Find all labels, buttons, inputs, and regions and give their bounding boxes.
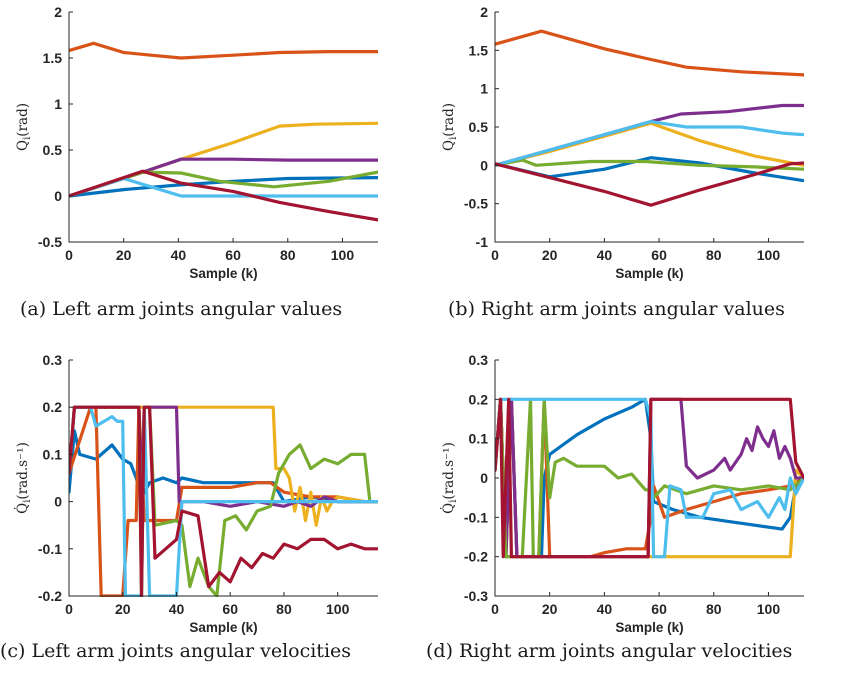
chart-panel-b: 0 20 40 60 80 100 -1 -0.5 0 0.5 1 1.5 2 Sample (k) Qi(… bbox=[424, 0, 847, 341]
caption-b: (b) Right arm joints angular values bbox=[448, 298, 785, 320]
chart-c: 0 20 40 60 80 100 -0.2 -0.1 0 0.1 0.2 0.3 Sample (k)… bbox=[15, 352, 378, 635]
x-tick-label: 60 bbox=[651, 247, 667, 263]
y-tick-label: 0.5 bbox=[43, 142, 63, 158]
x-tick-label: 20 bbox=[115, 601, 131, 617]
y-axis-label: Q̇i(rad.s⁻¹) bbox=[441, 442, 459, 514]
series-line-2 bbox=[495, 29, 804, 77]
x-tick-label: 60 bbox=[225, 247, 241, 263]
y-tick-label: 0 bbox=[54, 494, 62, 510]
series-line-2 bbox=[69, 41, 378, 60]
x-tick-label: 100 bbox=[326, 601, 350, 617]
x-axis-label: Sample (k) bbox=[615, 266, 683, 281]
y-tick-label: -0.1 bbox=[38, 541, 62, 557]
y-tick-label: -0.5 bbox=[38, 234, 62, 250]
x-tick-label: 20 bbox=[542, 247, 558, 263]
x-tick-label: 0 bbox=[65, 247, 73, 263]
series-line-4 bbox=[69, 405, 378, 508]
chart-b: 0 20 40 60 80 100 -1 -0.5 0 0.5 1 1.5 2 Sample (k) Qi(… bbox=[441, 4, 804, 281]
x-tick-label: 60 bbox=[222, 601, 238, 617]
x-tick-label: 0 bbox=[491, 247, 499, 263]
x-tick-label: 80 bbox=[280, 247, 296, 263]
series-line-6 bbox=[69, 405, 378, 597]
y-tick-label: 0.3 bbox=[469, 352, 489, 368]
x-tick-label: 100 bbox=[757, 601, 781, 617]
y-tick-label: -1 bbox=[476, 234, 489, 250]
y-tick-label: 0.2 bbox=[43, 399, 63, 415]
series-line-7 bbox=[69, 405, 378, 597]
y-tick-label: 0.1 bbox=[469, 431, 489, 447]
y-tick-label: 0.2 bbox=[469, 391, 489, 407]
series-group bbox=[69, 41, 378, 222]
y-tick-label: -0.2 bbox=[464, 549, 488, 565]
x-tick-label: 20 bbox=[542, 601, 558, 617]
y-axis-label: Q̇i(rad.s⁻¹) bbox=[15, 442, 33, 514]
x-tick-label: 100 bbox=[331, 247, 355, 263]
y-tick-label: -0.5 bbox=[464, 196, 488, 212]
caption-c: (c) Left arm joints angular velocities bbox=[0, 640, 352, 662]
x-tick-label: 40 bbox=[597, 247, 613, 263]
y-tick-label: 0 bbox=[480, 470, 488, 486]
x-tick-label: 80 bbox=[706, 247, 722, 263]
series-line-6 bbox=[495, 120, 804, 167]
y-tick-label: 1 bbox=[54, 96, 62, 112]
y-axis-label: Qi(rad) bbox=[441, 103, 459, 151]
x-axis-label: Sample (k) bbox=[615, 620, 683, 635]
y-tick-label: 1.5 bbox=[43, 50, 63, 66]
x-tick-label: 40 bbox=[171, 247, 187, 263]
y-tick-label: 2 bbox=[54, 4, 62, 20]
series-line-1 bbox=[69, 176, 378, 198]
chart-d: 0 20 40 60 80 100 -0.3 -0.2 -0.1 0 0.1 0.2 0.3 Sample… bbox=[441, 352, 804, 635]
y-tick-label: 2 bbox=[480, 4, 488, 20]
x-tick-label: 20 bbox=[116, 247, 132, 263]
y-tick-label: 1.5 bbox=[469, 42, 489, 58]
chart-panel-a: 0 20 40 60 80 100 -0.5 0 0.5 1 1.5 2 Sample (k) Qi(ra… bbox=[0, 0, 423, 341]
x-tick-label: 0 bbox=[65, 601, 73, 617]
y-tick-label: -0.1 bbox=[464, 509, 488, 525]
x-tick-label: 0 bbox=[491, 601, 499, 617]
axes-frame bbox=[68, 12, 378, 243]
series-line-6 bbox=[495, 397, 804, 559]
caption-a: (a) Left arm joints angular values bbox=[20, 298, 343, 320]
series-group bbox=[495, 29, 804, 207]
x-axis-label: Sample (k) bbox=[189, 620, 257, 635]
y-tick-label: 0.5 bbox=[469, 119, 489, 135]
x-tick-label: 100 bbox=[757, 247, 781, 263]
series-line-5 bbox=[495, 158, 804, 171]
chart-panel-d: 0 20 40 60 80 100 -0.3 -0.2 -0.1 0 0.1 0.2 0.3 Sample… bbox=[424, 342, 847, 683]
series-line-3 bbox=[69, 405, 378, 527]
y-axis-label: Qi(rad) bbox=[15, 103, 33, 151]
axes-frame bbox=[494, 12, 804, 243]
axes-frame bbox=[68, 360, 378, 597]
x-tick-label: 60 bbox=[651, 601, 667, 617]
x-tick-label: 80 bbox=[706, 601, 722, 617]
y-tick-label: 0 bbox=[480, 157, 488, 173]
y-tick-label: 0.1 bbox=[43, 446, 63, 462]
series-group bbox=[69, 405, 378, 597]
y-tick-label: 0 bbox=[54, 188, 62, 204]
chart-panel-c: 0 20 40 60 80 100 -0.2 -0.1 0 0.1 0.2 0.3 Sample (k)… bbox=[0, 342, 423, 683]
x-tick-label: 80 bbox=[276, 601, 292, 617]
y-tick-label: 0.3 bbox=[43, 352, 63, 368]
x-tick-label: 40 bbox=[169, 601, 185, 617]
x-axis-label: Sample (k) bbox=[189, 266, 257, 281]
y-tick-label: -0.3 bbox=[464, 588, 488, 604]
series-group bbox=[495, 397, 804, 559]
series-line-5 bbox=[69, 170, 378, 198]
y-tick-label: -0.2 bbox=[38, 588, 62, 604]
series-line-7 bbox=[69, 169, 378, 222]
y-tick-label: 1 bbox=[480, 81, 488, 97]
x-tick-label: 40 bbox=[597, 601, 613, 617]
series-line-7 bbox=[495, 397, 804, 559]
series-line-7 bbox=[495, 161, 804, 207]
series-line-1 bbox=[69, 429, 378, 504]
caption-d: (d) Right arm joints angular velocities bbox=[426, 640, 793, 662]
